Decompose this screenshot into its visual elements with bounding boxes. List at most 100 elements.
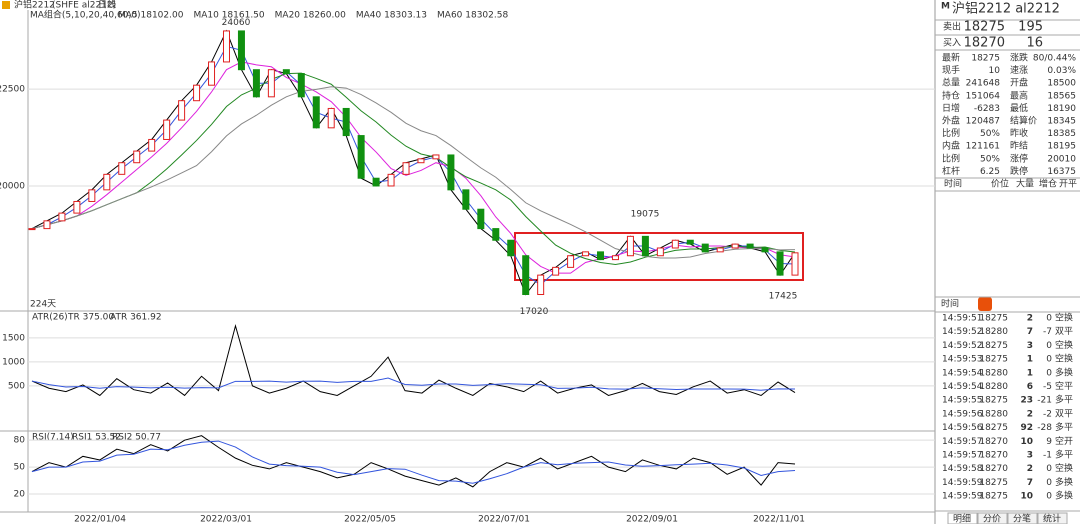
trade-price: 18270 [979,464,1008,474]
quote-label: 涨跌 [1010,53,1028,64]
candle [417,158,425,164]
candle [372,177,380,187]
candle [208,61,216,86]
trade-price: 18275 [979,396,1008,406]
tab[interactable] [947,512,978,524]
column-head: 价位 [991,178,1009,190]
y-tick-label: 1500 [2,333,25,343]
quote-label: 总量 [942,77,960,89]
y-tick-label: 20 [14,490,26,500]
trade-price: 18275 [979,423,1008,433]
trade-time: 14:59:59 [942,492,983,502]
trade-change: 9 [1046,437,1052,447]
ma-legend: MA10 18161.50 [193,11,264,21]
trade-volume: 1 [1027,355,1033,365]
date-label: 2022/03/01 [200,515,252,524]
trade-time: 14:59:52 [942,341,982,351]
candle [492,228,500,241]
y-tick-label: 1000 [2,357,25,367]
quote-value: 18500 [1047,79,1076,89]
trade-type: 双平 [1055,408,1073,419]
ma-legend: MA5 18102.00 [118,11,184,21]
candle [477,208,485,230]
icon [978,297,992,311]
column-head: 时间 [944,178,962,190]
date-label: 2022/09/01 [626,515,678,524]
date-label: 2022/01/04 [74,515,126,524]
exchange: (SHFE al2212) [52,1,116,11]
candle [582,251,590,257]
quote-volume: 16 [1026,36,1043,51]
price-annotation: 17020 [520,307,549,317]
tab-label[interactable]: 分价 [983,514,1001,524]
trade-change: -5 [1043,382,1052,392]
candle [193,84,201,102]
trade-price: 18275 [979,341,1008,351]
candle [327,107,335,129]
candle [43,220,51,230]
trade-volume: 7 [1027,327,1033,337]
trade-type: 双平 [1055,326,1073,337]
ma-legend: MA60 18302.58 [437,11,508,21]
quote-label: 最低 [1010,102,1028,114]
trade-time: 14:59:55 [942,396,982,406]
column-head: 开平 [1059,179,1077,190]
tab[interactable] [977,512,1008,524]
symbol: 沪铝2212 [14,0,55,11]
ma-line [31,61,796,274]
quote-label: 比例 [942,127,960,139]
y-tick-label: 80 [14,436,26,446]
trade-change: 0 [1046,314,1052,324]
candle [671,239,679,249]
quote-label: 日增 [942,102,960,114]
atr-value: ATR 361.92 [110,313,162,323]
candle [222,30,230,63]
trade-price: 18275 [979,478,1008,488]
candle [342,107,350,137]
candle [791,252,799,276]
trade-volume: 7 [1027,478,1033,488]
candle [118,162,126,175]
atr-tr: TR 375.00 [67,313,114,323]
trade-type: 空换 [1055,339,1073,351]
candle [88,189,96,202]
quote-value: 18345 [1047,117,1076,127]
tab[interactable] [1037,512,1068,524]
quote-value: 18195 [1047,142,1076,152]
trade-time: 14:59:53 [942,355,982,365]
y-tick-label: 22500 [0,85,25,95]
tab-label[interactable]: 统计 [1043,513,1061,524]
quote-label: 最高 [1010,89,1028,101]
trade-type: 空开 [1055,435,1073,447]
tab-label[interactable]: 明细 [953,513,971,524]
tab[interactable] [1007,512,1038,524]
ma-legend: MA40 18303.13 [356,11,427,21]
trade-price: 18275 [979,314,1008,324]
candle [567,255,575,268]
quote-value: 0.03% [1047,66,1076,76]
quote-value: 18275 [971,54,1000,64]
candle [58,212,66,222]
quote-label: 外盘 [942,115,960,127]
trade-volume: 2 [1027,464,1033,474]
trade-time: 14:59:56 [942,423,983,433]
trade-price: 18280 [979,327,1008,337]
trade-change: 0 [1046,464,1052,474]
candle [73,200,81,214]
candle [746,243,754,249]
price-annotation: 17425 [769,291,798,301]
trade-price: 18270 [979,451,1008,461]
trade-volume: 10 [1020,492,1033,502]
quote-value: 18190 [1047,104,1076,114]
trade-volume: 1 [1027,368,1033,378]
ma-line [31,86,796,259]
trade-time: 14:59:54 [942,382,983,392]
trade-change: 0 [1046,492,1052,502]
trade-type: 多换 [1055,366,1073,378]
trade-type: 空换 [1055,462,1073,474]
trade-time: 14:59:58 [942,464,983,474]
tab-label[interactable]: 分笔 [1013,513,1031,524]
candle [716,247,724,253]
